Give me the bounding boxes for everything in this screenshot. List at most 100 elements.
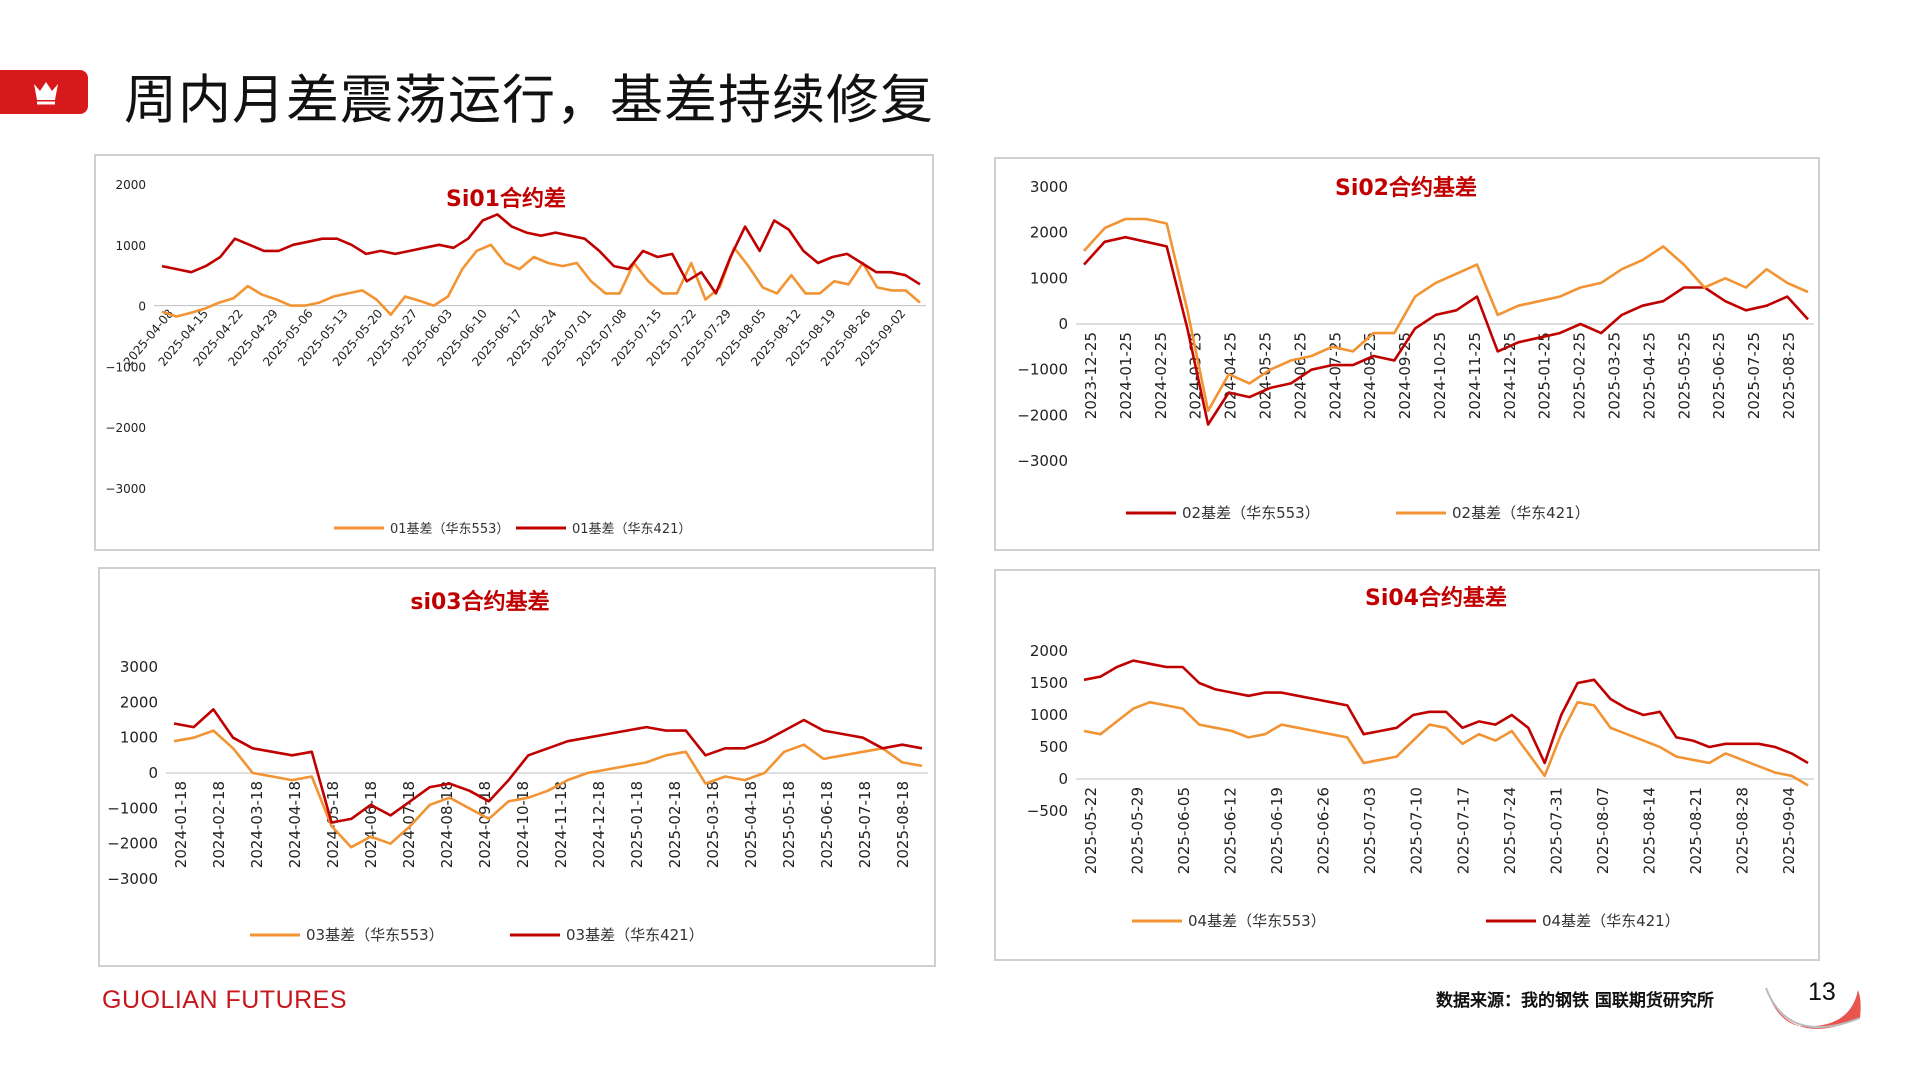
chart-si03: si03合约基差 −3000 −2000 −1000 0 1000 2000 3000 2024… — [107, 589, 928, 944]
x-tick-label: 2025-08-14 — [1640, 787, 1658, 874]
y-tick-label: −3000 — [105, 482, 146, 496]
x-tick-label: 2024-05-18 — [324, 781, 342, 868]
x-tick-label: 2024-10-18 — [514, 781, 532, 868]
x-tick-label: 2024-12-25 — [1501, 332, 1519, 419]
x-tick-label: 2024-01-18 — [172, 781, 190, 868]
legend-label: 03基差（华东553） — [306, 926, 444, 944]
y-tick-label: 3000 — [1030, 178, 1068, 196]
y-tick-label: −1000 — [105, 360, 146, 374]
x-tick-label: 2025-03-18 — [704, 781, 722, 868]
y-tick-label: 0 — [138, 300, 146, 314]
y-tick-label: 0 — [148, 764, 158, 782]
y-tick-label: 1000 — [1030, 706, 1068, 724]
x-tick-label: 2024-05-25 — [1257, 332, 1275, 419]
chart-si04: Si04合约基差 −500 0 500 1000 1500 2000 2025-05-22 20… — [1027, 585, 1814, 930]
x-tick-label: 2025-04-25 — [1640, 332, 1658, 419]
data-source: 数据来源：我的钢铁 国联期货研究所 — [1436, 991, 1714, 1011]
x-tick-label: 2025-07-24 — [1501, 787, 1519, 874]
x-tick-label: 2025-04-18 — [742, 781, 760, 868]
x-tick-label: 2024-11-18 — [552, 781, 570, 868]
x-tick-label: 2025-02-18 — [666, 781, 684, 868]
x-tick-label: 2024-11-25 — [1466, 332, 1484, 419]
series-line-1 — [1083, 700, 1809, 787]
series-line-1 — [173, 729, 923, 849]
legend-label: 02基差（华东421） — [1452, 504, 1590, 522]
y-tick-label: −2000 — [107, 835, 158, 853]
x-tick-label: 2024-07-18 — [400, 781, 418, 868]
y-tick-label: 2000 — [115, 178, 146, 192]
y-tick-label: 1000 — [115, 239, 146, 253]
x-tick-label: 2025-07-18 — [856, 781, 874, 868]
x-tick-label: 2025-01-25 — [1536, 332, 1554, 419]
x-tick-label: 2025-05-22 — [1082, 787, 1100, 874]
series-line-2 — [1083, 217, 1809, 413]
y-tick-label: 0 — [1058, 770, 1068, 788]
x-tick-label: 2024-07-25 — [1326, 332, 1344, 419]
legend-label: 01基差（华东553） — [390, 522, 509, 537]
x-tick-label: 2025-06-12 — [1222, 787, 1240, 874]
brand-logo: GUOLIAN FUTURES — [102, 986, 348, 1014]
series-line-1 — [1083, 235, 1809, 426]
x-tick-label: 2025-06-18 — [818, 781, 836, 868]
x-tick-label: 2025-05-18 — [780, 781, 798, 868]
x-tick-label: 2024-02-25 — [1152, 332, 1170, 419]
x-tick-label: 2025-09-04 — [1780, 787, 1798, 874]
chart-si02: Si02合约基差 −3000 −2000 −1000 0 1000 2000 3000 2023… — [1017, 175, 1814, 522]
x-tick-label: 2025-01-18 — [628, 781, 646, 868]
y-tick-label: −2000 — [1017, 406, 1068, 424]
x-tick-label: 2025-08-21 — [1687, 787, 1705, 874]
y-tick-label: −3000 — [1017, 452, 1068, 470]
chart-title: si03合约基差 — [410, 589, 549, 615]
legend-label: 01基差（华东421） — [572, 522, 691, 537]
y-tick-label: 500 — [1039, 738, 1068, 756]
y-tick-label: −500 — [1027, 802, 1068, 820]
chart-si01: Si01合约差−3000−2000−10000100020002025-04-0… — [105, 178, 926, 537]
y-tick-label: 2000 — [120, 693, 158, 711]
x-tick-label: 2025-05-29 — [1129, 787, 1147, 874]
x-tick-label: 2025-07-03 — [1361, 787, 1379, 874]
x-tick-label: 2024-12-18 — [590, 781, 608, 868]
y-tick-label: 0 — [1058, 315, 1068, 333]
x-tick-label: 2024-06-18 — [362, 781, 380, 868]
chart-panel-si03: si03合约基差 −3000 −2000 −1000 0 1000 2000 3000 2024… — [98, 567, 936, 967]
title-marker — [0, 70, 88, 114]
y-tick-label: 1000 — [120, 729, 158, 747]
x-tick-label: 2025-06-05 — [1175, 787, 1193, 874]
x-tick-label: 2025-06-26 — [1315, 787, 1333, 874]
series-line-2 — [161, 213, 921, 295]
legend-label: 02基差（华东553） — [1182, 504, 1320, 522]
x-tick-label: 2025-07-10 — [1408, 787, 1426, 874]
y-tick-label: 1500 — [1030, 674, 1068, 692]
x-tick-label: 2025-08-28 — [1733, 787, 1751, 874]
x-tick-label: 2025-08-07 — [1594, 787, 1612, 874]
x-tick-label: 2024-09-25 — [1396, 332, 1414, 419]
x-tick-label: 2024-08-25 — [1361, 332, 1379, 419]
x-tick-label: 2025-08-18 — [894, 781, 912, 868]
x-tick-label: 2024-10-25 — [1431, 332, 1449, 419]
page-number: 13 — [1808, 978, 1836, 1006]
chart-panel-si01: Si01合约差 −3000 −2000 −1000 0 1000 2000 2025-04-0… — [94, 154, 934, 551]
y-tick-label: −1000 — [1017, 361, 1068, 379]
crown-icon — [34, 82, 58, 105]
x-tick-label: 2024-03-18 — [248, 781, 266, 868]
series-line-2 — [173, 708, 923, 824]
x-tick-label: 2025-06-19 — [1268, 787, 1286, 874]
chart-panel-si04: Si04合约基差 −500 0 500 1000 1500 2000 2025-05-22 20… — [994, 569, 1820, 961]
legend-label: 03基差（华东421） — [566, 926, 704, 944]
y-tick-label: 1000 — [1030, 269, 1068, 287]
series-line-1 — [161, 243, 921, 318]
y-tick-label: −3000 — [107, 870, 158, 888]
legend-label: 04基差（华东553） — [1188, 912, 1326, 930]
x-tick-label: 2024-08-18 — [438, 781, 456, 868]
x-tick-label: 2025-02-25 — [1571, 332, 1589, 419]
y-tick-label: −1000 — [107, 799, 158, 817]
x-tick-label: 2025-07-17 — [1454, 787, 1472, 874]
x-tick-label: 2024-09-18 — [476, 781, 494, 868]
x-tick-label: 2024-01-25 — [1117, 332, 1135, 419]
x-tick-label: 2025-03-25 — [1606, 332, 1624, 419]
x-tick-label: 2025-08-25 — [1780, 332, 1798, 419]
x-tick-label: 2025-07-25 — [1745, 332, 1763, 419]
x-tick-label: 2025-06-25 — [1710, 332, 1728, 419]
series-line-2 — [1083, 659, 1809, 765]
x-tick-label: 2023-12-25 — [1082, 332, 1100, 419]
